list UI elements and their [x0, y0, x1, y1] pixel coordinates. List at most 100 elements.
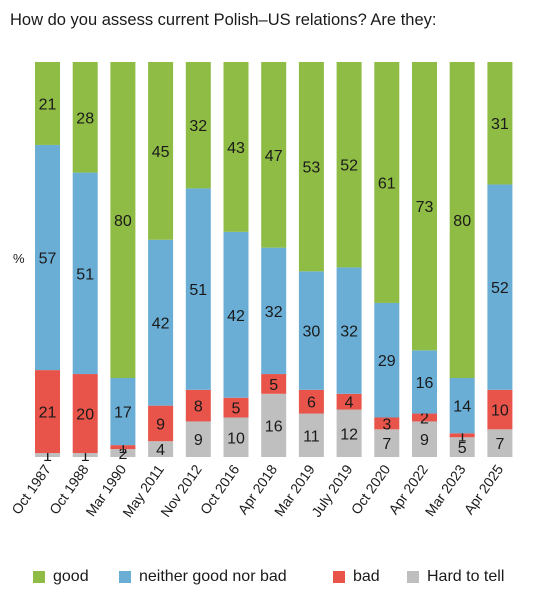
bar-bad-mar-2019 [298, 389, 324, 414]
legend-label-good: good [53, 568, 89, 585]
data-label-good-mar-2019: 53 [303, 160, 321, 177]
data-label-good-oct-1988: 28 [76, 110, 94, 127]
data-label-neither-good-nor-bad-mar-1990: 17 [114, 405, 132, 422]
data-label-bad-apr-2025: 10 [491, 403, 509, 420]
bar-good-oct-1988 [72, 62, 98, 173]
bar-neither-good-nor-bad-mar-2023 [449, 378, 475, 434]
bar-good-nov-2012 [185, 62, 211, 189]
legend-swatch-good [33, 571, 45, 583]
bar-good-apr-2022 [412, 62, 437, 351]
data-label-neither-good-nor-bad-may-2011: 42 [152, 316, 170, 333]
bar-good-mar-2019 [298, 62, 324, 272]
bar-hard-to-tell-oct-1987 [35, 453, 60, 457]
data-label-bad-oct-2020: 3 [382, 416, 391, 433]
bar-bad-oct-2020 [374, 417, 400, 430]
bar-good-oct-2020 [374, 62, 400, 303]
y-axis-label: % [13, 251, 25, 266]
data-label-neither-good-nor-bad-july-2019: 32 [340, 324, 358, 341]
data-label-good-oct-2020: 61 [378, 175, 396, 192]
bar-bad-apr-2022 [412, 413, 437, 422]
data-label-hard-to-tell-oct-1988: 1 [81, 448, 90, 465]
data-label-good-may-2011: 45 [152, 144, 170, 161]
data-label-hard-to-tell-apr-2025: 7 [495, 436, 504, 453]
bar-hard-to-tell-july-2019 [336, 409, 362, 457]
legend-item-hard-to-tell: Hard to tell [407, 568, 504, 586]
legend-label-neither-good-nor-bad: neither good nor bad [139, 568, 287, 585]
data-label-hard-to-tell-oct-1987: 1 [43, 448, 52, 465]
data-label-good-july-2019: 52 [340, 158, 358, 175]
chart-title: How do you assess current Polish–US rela… [10, 11, 437, 29]
data-label-hard-to-tell-nov-2012: 9 [194, 432, 203, 449]
data-label-good-nov-2012: 32 [189, 118, 207, 135]
bar-hard-to-tell-oct-1988 [72, 453, 98, 457]
legend-swatch-bad [333, 571, 345, 583]
data-label-bad-july-2019: 4 [345, 395, 354, 412]
data-label-bad-mar-2023: 1 [458, 428, 467, 445]
bar-bad-apr-2025 [487, 389, 513, 430]
bar-bad-oct-2016 [223, 397, 249, 418]
bar-bad-oct-1988 [72, 374, 98, 454]
data-label-neither-good-nor-bad-oct-1987: 57 [39, 251, 57, 268]
bar-good-july-2019 [336, 62, 362, 268]
data-label-bad-oct-1987: 21 [39, 405, 57, 422]
data-label-bad-mar-1990: 1 [118, 440, 127, 457]
data-label-hard-to-tell-mar-2023: 5 [458, 440, 467, 457]
bar-good-may-2011 [148, 62, 174, 240]
data-label-bad-oct-1988: 20 [76, 407, 94, 424]
data-label-neither-good-nor-bad-apr-2022: 16 [416, 375, 434, 392]
data-label-bad-nov-2012: 8 [194, 399, 203, 416]
legend: good neither good nor bad bad Hard to tell [0, 568, 534, 590]
bar-neither-good-nor-bad-nov-2012 [185, 188, 211, 390]
bar-hard-to-tell-nov-2012 [185, 421, 211, 457]
data-label-good-apr-2018: 47 [265, 148, 283, 165]
data-label-hard-to-tell-apr-2022: 9 [420, 432, 429, 449]
data-label-neither-good-nor-bad-oct-2016: 42 [227, 308, 245, 325]
data-label-neither-good-nor-bad-oct-2020: 29 [378, 353, 396, 370]
bar-bad-mar-2023 [449, 433, 475, 438]
data-label-hard-to-tell-july-2019: 12 [340, 426, 358, 443]
legend-item-bad: bad [333, 568, 380, 586]
x-tick-label-apr-2025: Apr 2025 [461, 461, 507, 517]
bar-neither-good-nor-bad-apr-2025 [487, 184, 513, 390]
data-label-bad-oct-2016: 5 [232, 401, 241, 418]
bar-good-oct-1987 [35, 62, 60, 145]
bar-neither-good-nor-bad-mar-1990 [110, 378, 136, 446]
data-label-good-mar-2023: 80 [453, 213, 471, 230]
data-label-good-apr-2022: 73 [416, 199, 434, 216]
data-label-bad-mar-2019: 6 [307, 395, 316, 412]
bar-hard-to-tell-mar-2019 [298, 413, 324, 457]
bar-hard-to-tell-may-2011 [148, 441, 174, 457]
legend-item-good: good [33, 568, 89, 586]
bar-bad-nov-2012 [185, 389, 211, 422]
data-label-bad-may-2011: 9 [156, 416, 165, 433]
bar-bad-mar-1990 [110, 445, 136, 450]
data-label-good-mar-1990: 80 [114, 213, 132, 230]
bar-neither-good-nor-bad-oct-2020 [374, 302, 400, 418]
legend-label-hard-to-tell: Hard to tell [427, 568, 505, 585]
data-label-good-oct-1987: 21 [39, 96, 57, 113]
bar-hard-to-tell-mar-2023 [449, 437, 475, 457]
bar-hard-to-tell-mar-1990 [110, 449, 136, 457]
bar-neither-good-nor-bad-oct-1988 [72, 172, 98, 375]
data-label-hard-to-tell-apr-2018: 16 [265, 418, 283, 435]
bar-hard-to-tell-apr-2018 [261, 393, 287, 457]
bar-neither-good-nor-bad-apr-2018 [261, 247, 287, 375]
bar-neither-good-nor-bad-may-2011 [148, 239, 174, 406]
bar-hard-to-tell-apr-2025 [487, 429, 513, 457]
bar-good-oct-2016 [223, 62, 249, 232]
data-label-hard-to-tell-oct-2016: 10 [227, 430, 245, 447]
bar-bad-may-2011 [148, 405, 174, 442]
data-label-neither-good-nor-bad-oct-1988: 51 [76, 266, 94, 283]
bar-neither-good-nor-bad-july-2019 [336, 267, 362, 394]
legend-swatch-hard-to-tell [407, 571, 419, 583]
data-label-good-oct-2016: 43 [227, 140, 245, 157]
bar-neither-good-nor-bad-oct-1987 [35, 144, 60, 371]
bar-bad-july-2019 [336, 393, 362, 410]
bar-hard-to-tell-oct-2020 [374, 429, 400, 457]
bar-neither-good-nor-bad-apr-2022 [412, 350, 437, 414]
data-label-hard-to-tell-mar-1990: 2 [118, 446, 127, 463]
data-label-neither-good-nor-bad-apr-2018: 32 [265, 304, 283, 321]
legend-swatch-neither-good-nor-bad [119, 571, 131, 583]
bar-good-mar-2023 [449, 62, 475, 378]
